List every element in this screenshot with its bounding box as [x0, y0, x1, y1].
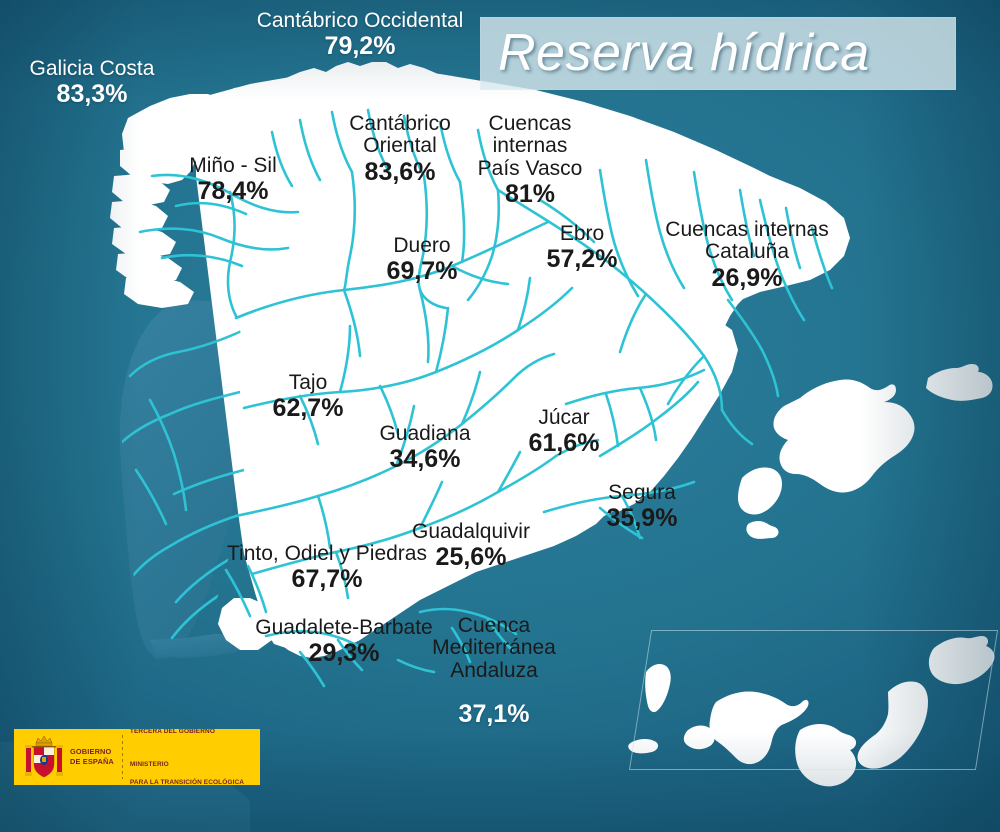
- logo-ministry-block: VICEPRESIDENCIA TERCERA DEL GOBIERNO MIN…: [130, 729, 244, 785]
- balearic-islands: [738, 364, 993, 539]
- page-title: Reserva hídrica: [498, 24, 870, 82]
- government-logo: GOBIERNO DE ESPAÑA VICEPRESIDENCIA TERCE…: [14, 729, 260, 785]
- logo-ministry-line-1: MINISTERIO: [129, 760, 169, 768]
- logo-divider: [121, 735, 123, 779]
- title-panel: [480, 17, 956, 90]
- canary-islands: [628, 636, 995, 787]
- coat-of-arms-icon: [25, 735, 63, 778]
- logo-government-text: GOBIERNO DE ESPAÑA: [70, 747, 114, 766]
- logo-ministry-line-2: PARA LA TRANSICIÓN ECOLÓGICA: [129, 778, 245, 785]
- river-network: [120, 108, 834, 688]
- logo-spacer: [130, 745, 244, 750]
- logo-vicepresidency-line-2: TERCERA DEL GOBIERNO: [129, 729, 215, 736]
